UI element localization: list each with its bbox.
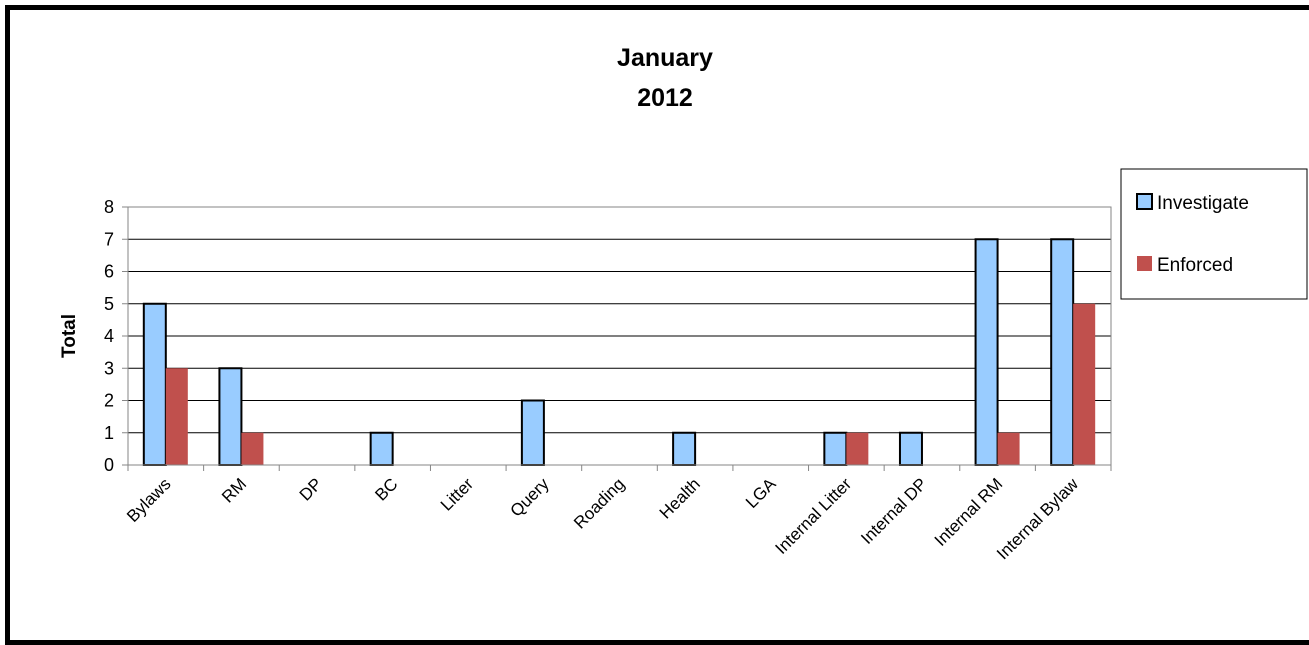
x-category-label: Bylaws [123, 474, 175, 526]
x-category-label: Roading [570, 474, 628, 532]
bar-investigate [1050, 238, 1075, 466]
x-category-label: LGA [742, 474, 780, 512]
x-axis: Bylaws RM DP BC Litter Query Roading Health LGAI… [123, 464, 1112, 563]
y-tick-label: 0 [104, 455, 114, 475]
x-category-label: RM [218, 474, 250, 506]
bar-enforced [165, 368, 188, 465]
bar-enforced [241, 432, 264, 465]
bar-investigate [823, 431, 848, 466]
legend-box [1120, 168, 1308, 300]
chart-title: January 2012 [617, 44, 713, 112]
y-axis: 0 1 2 3 4 5 6 7 8 [104, 197, 129, 475]
y-tick-label: 1 [104, 423, 114, 443]
legend-swatch-investigate [1136, 193, 1153, 210]
bar-investigate [369, 431, 394, 466]
bar-investigate [218, 367, 243, 466]
y-tick-label: 4 [104, 326, 114, 346]
bar-enforced [846, 432, 869, 465]
x-category-label: Litter [437, 474, 477, 514]
y-tick-label: 6 [104, 262, 114, 282]
bars [142, 238, 1096, 466]
x-category-label: Query [507, 474, 554, 521]
legend-swatch-enforced [1137, 256, 1152, 271]
bar-enforced [997, 432, 1020, 465]
y-tick-label: 8 [104, 197, 114, 217]
x-category-label: Internal Litter [772, 474, 856, 558]
legend-label-enforced: Enforced [1157, 255, 1233, 276]
legend-label-investigate: Investigate [1157, 193, 1249, 214]
bar-investigate [898, 431, 923, 466]
y-tick-label: 2 [104, 391, 114, 411]
y-axis-label: Total [59, 314, 80, 358]
legend: Investigate Enforced [1120, 168, 1308, 300]
x-category-label: Health [656, 474, 704, 522]
y-tick-label: 5 [104, 294, 114, 314]
y-tick-label: 7 [104, 229, 114, 249]
x-category-label: DP [296, 474, 326, 504]
x-category-label: Internal RM [931, 474, 1007, 550]
bar-enforced [1073, 303, 1096, 465]
chart-svg: January 2012 Bylaws RM DP BC Litter Query Road… [59, 44, 1308, 563]
chart-title-line-2: 2012 [637, 84, 693, 112]
x-category-label: Internal Bylaw [993, 474, 1082, 563]
x-category-label: Internal DP [857, 474, 931, 548]
x-category-label: BC [371, 474, 401, 504]
chart-frame: January 2012 Bylaws RM DP BC Litter Query Road… [5, 5, 1309, 645]
bar-investigate [142, 302, 167, 466]
chart-title-line-1: January [617, 44, 713, 72]
bar-investigate [974, 238, 999, 466]
gridlines [128, 206, 1111, 434]
bar-investigate [672, 431, 697, 466]
y-tick-label: 3 [104, 358, 114, 378]
bar-investigate [520, 399, 545, 466]
